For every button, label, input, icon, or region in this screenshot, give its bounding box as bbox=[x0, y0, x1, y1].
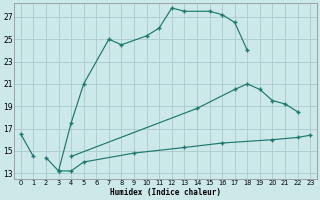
X-axis label: Humidex (Indice chaleur): Humidex (Indice chaleur) bbox=[110, 188, 221, 197]
